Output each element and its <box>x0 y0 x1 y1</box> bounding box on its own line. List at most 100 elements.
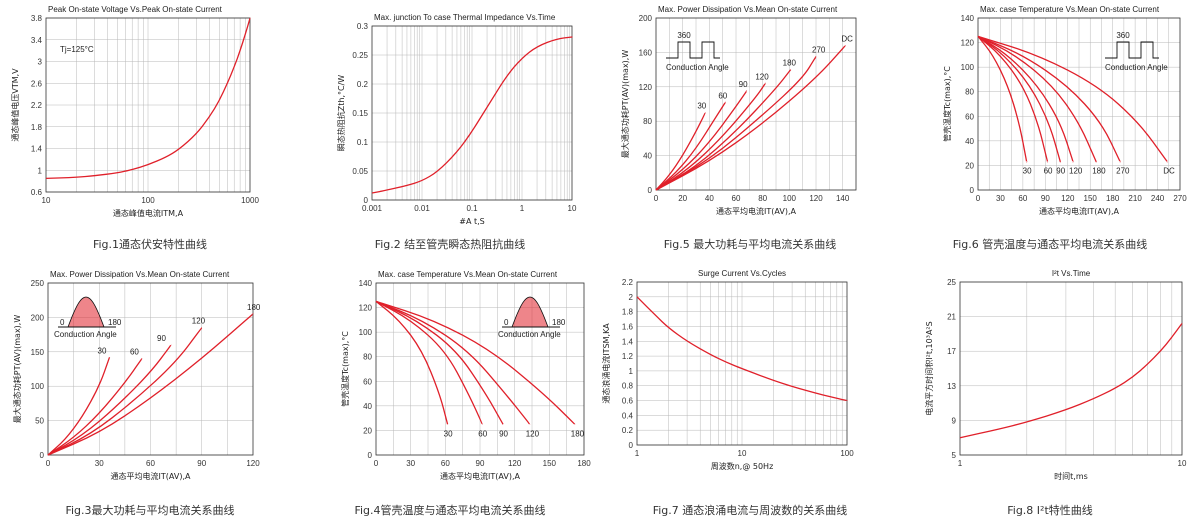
x-tick-label: 150 <box>1084 194 1098 203</box>
y-tick-label: 100 <box>31 382 45 391</box>
series-label-120: 120 <box>526 429 540 438</box>
chart-caption: Fig.3最大功耗与平均电流关系曲线 <box>65 504 235 517</box>
y-tick-label: 0.4 <box>622 411 634 420</box>
series-line-180 <box>977 35 1097 163</box>
series-label-90: 90 <box>157 334 166 343</box>
y-tick-label: 0.1 <box>357 138 369 147</box>
y-tick-label: 0.6 <box>31 188 43 197</box>
y-tick-label: 40 <box>965 137 974 146</box>
x-axis-label: 通态平均电流IT(AV),A <box>1039 206 1119 216</box>
chart-caption: Fig.7 通态浪涌电流与周波数的关系曲线 <box>652 504 848 517</box>
half-sine-icon <box>511 296 549 328</box>
series-line-30 <box>47 357 111 456</box>
y-tick-label: 50 <box>35 417 44 426</box>
series-label-90: 90 <box>499 429 508 438</box>
x-tick-label: 30 <box>406 459 415 468</box>
y-tick-label: 120 <box>639 83 653 92</box>
conduction-angle-inset: 360 Conduction Angle <box>1105 31 1168 72</box>
gridlines <box>656 17 856 191</box>
series-line-60 <box>47 358 143 456</box>
series-line-270 <box>655 56 817 191</box>
x-tick-label: 180 <box>577 459 591 468</box>
x-tick-label: 90 <box>1041 194 1050 203</box>
gridlines <box>372 25 572 201</box>
series-label-DC: DC <box>841 35 853 44</box>
series-line-120 <box>655 82 766 191</box>
x-tick-label: 0 <box>46 459 51 468</box>
x-tick-label: 100 <box>141 196 155 205</box>
chart-panel-fig5: 0 20 40 60 80 100 120 140 0 40 80 120 160 200 Max. Pow… <box>600 0 900 260</box>
chart-panel-fig4: 0 30 60 90 120 150 180 0 20 40 60 80 100 120 140 Max. c… <box>300 260 600 520</box>
x-tick-label: 30 <box>95 459 104 468</box>
series-line-60 <box>375 300 483 425</box>
chart-annotation: Tj=125°C <box>60 45 94 54</box>
series-label-30: 30 <box>697 102 706 111</box>
y-tick-label: 120 <box>359 304 373 313</box>
y-tick-label: 100 <box>359 328 373 337</box>
x-tick-label: 0.01 <box>414 204 430 213</box>
y-tick-label: 160 <box>639 48 653 57</box>
x-tick-label: 90 <box>197 459 206 468</box>
y-tick-label: 60 <box>965 112 974 121</box>
y-axis-label: 瞬态热阻抗Zth,°C/W <box>336 75 346 152</box>
series-line-270 <box>977 35 1121 163</box>
series-line-180 <box>375 300 576 425</box>
conduction-angle-inset: 0 180 Conduction Angle <box>498 296 566 339</box>
series-line-30 <box>375 300 449 425</box>
inset-angle-label: 360 <box>677 31 691 40</box>
x-tick-label: 1 <box>520 204 525 213</box>
y-tick-label: 3.4 <box>31 36 43 45</box>
y-tick-label: 17 <box>947 347 956 356</box>
conduction-angle-inset: 0 180 Conduction Angle <box>54 296 122 339</box>
x-tick-label: 210 <box>1128 194 1142 203</box>
x-tick-label: 1000 <box>241 196 259 205</box>
y-tick-label: 2.2 <box>622 278 634 287</box>
chart-title: Peak On-state Voltage Vs.Peak On-state C… <box>48 5 223 14</box>
y-tick-label: 0.15 <box>352 109 368 118</box>
x-tick-label: 180 <box>1106 194 1120 203</box>
chart-caption: Fig.2 结至管壳瞬态热阻抗曲线 <box>374 238 526 251</box>
gridlines <box>978 17 1180 191</box>
x-tick-label: 100 <box>840 449 854 458</box>
plot-frame <box>977 17 1181 191</box>
x-tick-label: 0 <box>976 194 981 203</box>
y-tick-label: 40 <box>643 152 652 161</box>
series-label-270: 270 <box>1116 167 1130 176</box>
series-line-main <box>371 36 573 194</box>
x-tick-label: 60 <box>1018 194 1027 203</box>
y-tick-label: 250 <box>31 279 45 288</box>
chart-caption: Fig.5 最大功耗与平均电流关系曲线 <box>663 238 837 251</box>
series-line-120 <box>977 35 1074 163</box>
inset-angle-end: 180 <box>552 318 566 327</box>
y-tick-label: 1.8 <box>622 308 634 317</box>
chart-title: Max. Power Dissipation Vs.Mean On-state … <box>658 5 838 14</box>
y-axis-label: 管壳温度Tc(max),°C <box>340 331 350 407</box>
series-label-30: 30 <box>444 429 453 438</box>
chart-caption: Fig.1通态伏安特性曲线 <box>92 238 208 251</box>
x-tick-label: 120 <box>1061 194 1075 203</box>
y-tick-label: 200 <box>639 14 653 23</box>
y-tick-label: 0 <box>364 196 369 205</box>
x-tick-label: 0.001 <box>362 204 383 213</box>
inset-caption: Conduction Angle <box>1105 63 1168 72</box>
y-tick-label: 13 <box>947 382 956 391</box>
series-line-60 <box>977 35 1049 163</box>
plot-frame <box>959 281 1183 456</box>
y-tick-label: 120 <box>961 39 975 48</box>
series-label-120: 120 <box>192 317 206 326</box>
y-axis-label: 电流平方时间积I²t,10³A²S <box>924 321 934 415</box>
y-tick-label: 0.3 <box>357 22 369 31</box>
series-label-60: 60 <box>478 429 487 438</box>
y-axis-label: 最大通态功耗PT(AV)(max),W <box>620 50 630 159</box>
conduction-angle-inset: 360 Conduction Angle <box>666 31 729 72</box>
chart-panel-fig7: 1 10 100 0 0.2 0.4 0.6 0.8 1 1.2 1.4 1.6 1.8 2 2.2 Surg… <box>600 260 900 520</box>
y-tick-label: 2 <box>629 293 634 302</box>
x-tick-label: 240 <box>1151 194 1165 203</box>
inset-angle-label: 360 <box>1116 31 1130 40</box>
y-axis-label: 通态浪涌电流ITSM,KA <box>601 323 611 404</box>
y-tick-label: 1.2 <box>622 352 634 361</box>
series-line-180 <box>47 313 254 456</box>
y-tick-label: 0 <box>368 451 373 460</box>
series-line-90 <box>655 90 748 191</box>
y-tick-label: 0.2 <box>357 80 369 89</box>
